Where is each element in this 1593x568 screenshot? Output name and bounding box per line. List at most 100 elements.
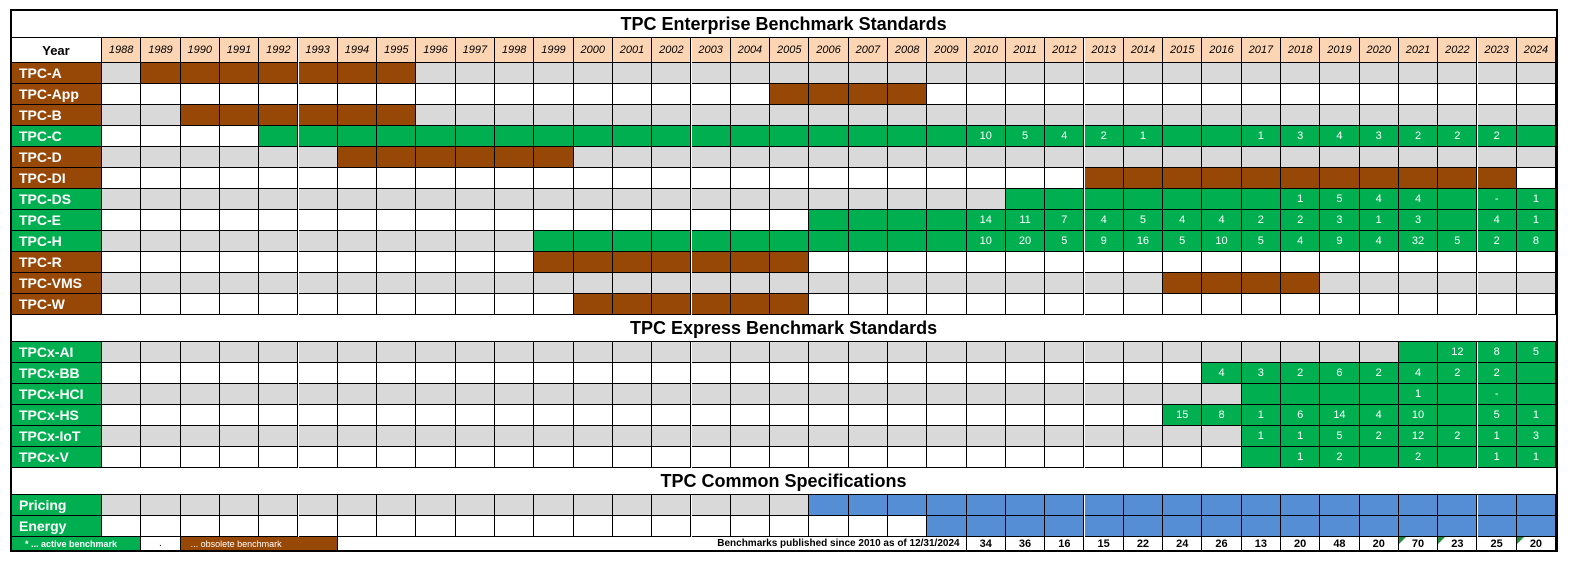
timeline-empty-cell	[652, 63, 692, 84]
timeline-empty-cell	[377, 189, 417, 210]
timeline-empty-cell	[1163, 63, 1203, 84]
timeline-empty-cell	[180, 363, 220, 384]
timeline-empty-cell	[1359, 252, 1399, 273]
timeline-bar-cell	[573, 252, 613, 273]
timeline-empty-cell	[730, 105, 771, 126]
timeline-empty-cell	[730, 168, 771, 189]
timeline-bar-cell	[573, 294, 613, 315]
timeline-empty-cell	[1005, 84, 1046, 105]
year-header-cell: 2002	[652, 38, 692, 63]
year-header-cell: 1988	[102, 38, 142, 63]
timeline-empty-cell	[652, 447, 692, 468]
timeline-empty-cell	[534, 294, 574, 315]
timeline-empty-cell	[927, 84, 967, 105]
timeline-empty-cell	[1045, 405, 1085, 426]
timeline-bar-cell	[1005, 495, 1046, 516]
timeline-empty-cell	[180, 495, 220, 516]
benchmark-label: TPC-E	[11, 210, 102, 231]
timeline-empty-cell	[1045, 63, 1085, 84]
benchmark-count: 4	[1045, 126, 1085, 147]
benchmark-count: 2	[1438, 426, 1478, 447]
timeline-bar-cell	[612, 231, 653, 252]
timeline-empty-cell	[1123, 405, 1164, 426]
timeline-bar-cell	[730, 294, 771, 315]
timeline-empty-cell	[1516, 294, 1557, 315]
timeline-empty-cell	[1045, 447, 1085, 468]
timeline-empty-cell	[141, 342, 181, 363]
timeline-bar-cell	[1281, 516, 1321, 537]
timeline-empty-cell	[770, 273, 810, 294]
timeline-empty-cell	[770, 210, 810, 231]
timeline-bar-cell	[1241, 189, 1281, 210]
timeline-empty-cell	[337, 189, 378, 210]
timeline-bar-cell	[612, 126, 653, 147]
legend-separator: .	[141, 537, 181, 551]
benchmark-label: TPCx-AI	[11, 342, 102, 363]
timeline-empty-cell	[141, 405, 181, 426]
timeline-empty-cell	[691, 363, 731, 384]
timeline-empty-cell	[416, 189, 456, 210]
timeline-empty-cell	[652, 426, 692, 447]
timeline-empty-cell	[180, 273, 220, 294]
timeline-empty-cell	[141, 105, 181, 126]
timeline-empty-cell	[1045, 252, 1085, 273]
timeline-empty-cell	[730, 405, 771, 426]
timeline-empty-cell	[1005, 252, 1046, 273]
timeline-bar-cell	[1163, 516, 1203, 537]
timeline-empty-cell	[809, 342, 849, 363]
timeline-empty-cell	[691, 405, 731, 426]
benchmark-count: 1	[1241, 126, 1281, 147]
timeline-empty-cell	[495, 84, 535, 105]
timeline-bar-cell	[377, 147, 417, 168]
timeline-empty-cell	[612, 210, 653, 231]
timeline-empty-cell	[888, 189, 928, 210]
timeline-empty-cell	[1359, 342, 1399, 363]
timeline-bar-cell	[888, 495, 928, 516]
timeline-empty-cell	[219, 168, 260, 189]
timeline-empty-cell	[1241, 84, 1281, 105]
timeline-empty-cell	[1005, 273, 1046, 294]
timeline-empty-cell	[337, 426, 378, 447]
timeline-bar-cell	[612, 294, 653, 315]
timeline-empty-cell	[1241, 147, 1281, 168]
timeline-bar-cell	[1241, 273, 1281, 294]
timeline-empty-cell	[1438, 105, 1478, 126]
timeline-bar-cell	[1281, 384, 1321, 405]
timeline-bar-cell	[1359, 495, 1399, 516]
timeline-empty-cell	[259, 384, 299, 405]
timeline-empty-cell	[966, 84, 1006, 105]
benchmark-label: TPC-R	[11, 252, 102, 273]
yearly-total: 25	[1477, 537, 1517, 551]
benchmark-count: 3	[1516, 426, 1557, 447]
benchmark-label: TPCx-IoT	[11, 426, 102, 447]
timeline-empty-cell	[416, 63, 456, 84]
timeline-empty-cell	[1084, 105, 1124, 126]
timeline-empty-cell	[455, 252, 495, 273]
timeline-empty-cell	[809, 273, 849, 294]
benchmark-count: 14	[966, 210, 1006, 231]
timeline-bar-cell	[1398, 516, 1439, 537]
timeline-empty-cell	[416, 294, 456, 315]
timeline-empty-cell	[809, 516, 849, 537]
timeline-empty-cell	[259, 342, 299, 363]
timeline-empty-cell	[730, 273, 771, 294]
timeline-empty-cell	[848, 252, 888, 273]
timeline-bar-cell	[691, 252, 731, 273]
timeline-empty-cell	[927, 426, 967, 447]
timeline-bar-cell	[1084, 168, 1124, 189]
year-header-label: Year	[11, 38, 102, 63]
timeline-empty-cell	[1084, 273, 1124, 294]
timeline-empty-cell	[141, 426, 181, 447]
timeline-empty-cell	[495, 210, 535, 231]
timeline-bar-cell	[927, 495, 967, 516]
benchmark-count: 9	[1320, 231, 1360, 252]
timeline-bar-cell	[1123, 516, 1164, 537]
timeline-bar-cell	[652, 231, 692, 252]
timeline-empty-cell	[219, 426, 260, 447]
timeline-empty-cell	[966, 168, 1006, 189]
timeline-empty-cell	[770, 63, 810, 84]
timeline-bar-cell	[1241, 495, 1281, 516]
timeline-empty-cell	[730, 516, 771, 537]
year-header-cell: 2012	[1045, 38, 1085, 63]
benchmark-count: 10	[966, 231, 1006, 252]
